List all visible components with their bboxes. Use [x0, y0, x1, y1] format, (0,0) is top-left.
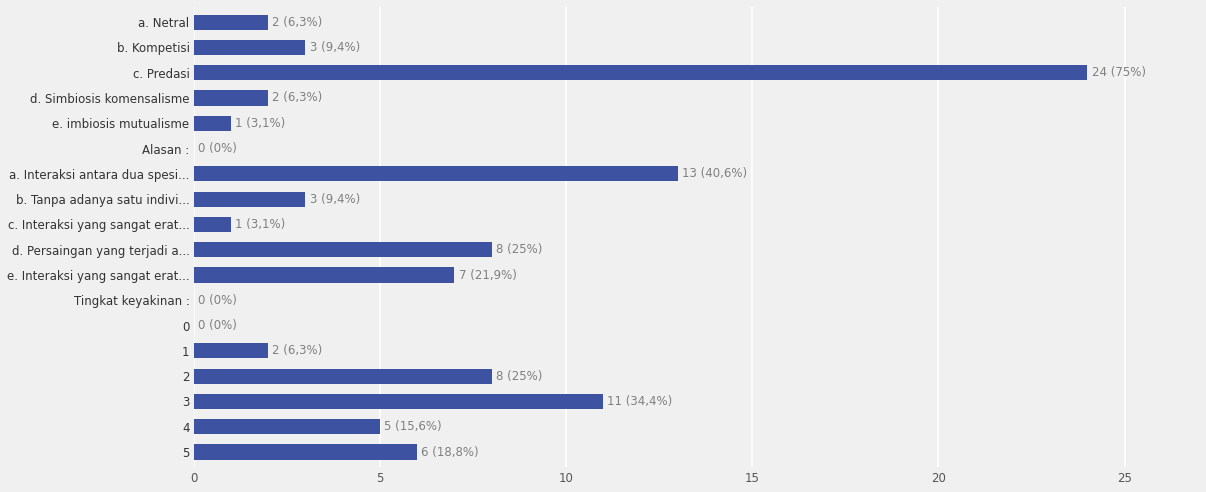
Bar — [194, 343, 268, 359]
Text: 0 (0%): 0 (0%) — [198, 142, 236, 155]
Text: 6 (18,8%): 6 (18,8%) — [421, 446, 479, 459]
Text: 7 (21,9%): 7 (21,9%) — [458, 269, 516, 281]
Bar — [194, 116, 232, 131]
Bar — [194, 444, 417, 460]
Text: 8 (25%): 8 (25%) — [496, 243, 543, 256]
Bar — [194, 65, 1088, 80]
Text: 24 (75%): 24 (75%) — [1091, 66, 1146, 79]
Bar — [194, 242, 492, 257]
Text: 2 (6,3%): 2 (6,3%) — [273, 344, 323, 357]
Text: 8 (25%): 8 (25%) — [496, 369, 543, 383]
Bar — [194, 191, 305, 207]
Bar — [194, 166, 678, 182]
Text: 0 (0%): 0 (0%) — [198, 319, 236, 332]
Text: 11 (34,4%): 11 (34,4%) — [608, 395, 673, 408]
Text: 13 (40,6%): 13 (40,6%) — [681, 167, 747, 181]
Bar — [194, 91, 268, 106]
Text: 1 (3,1%): 1 (3,1%) — [235, 117, 286, 130]
Bar — [194, 217, 232, 232]
Bar — [194, 369, 492, 384]
Text: 3 (9,4%): 3 (9,4%) — [310, 41, 359, 54]
Bar — [194, 40, 305, 55]
Text: 5 (15,6%): 5 (15,6%) — [384, 420, 441, 433]
Bar — [194, 15, 268, 30]
Bar — [194, 419, 380, 434]
Text: 0 (0%): 0 (0%) — [198, 294, 236, 307]
Text: 2 (6,3%): 2 (6,3%) — [273, 16, 323, 29]
Text: 2 (6,3%): 2 (6,3%) — [273, 92, 323, 104]
Bar — [194, 268, 455, 282]
Text: 1 (3,1%): 1 (3,1%) — [235, 218, 286, 231]
Text: 3 (9,4%): 3 (9,4%) — [310, 193, 359, 206]
Bar — [194, 394, 603, 409]
